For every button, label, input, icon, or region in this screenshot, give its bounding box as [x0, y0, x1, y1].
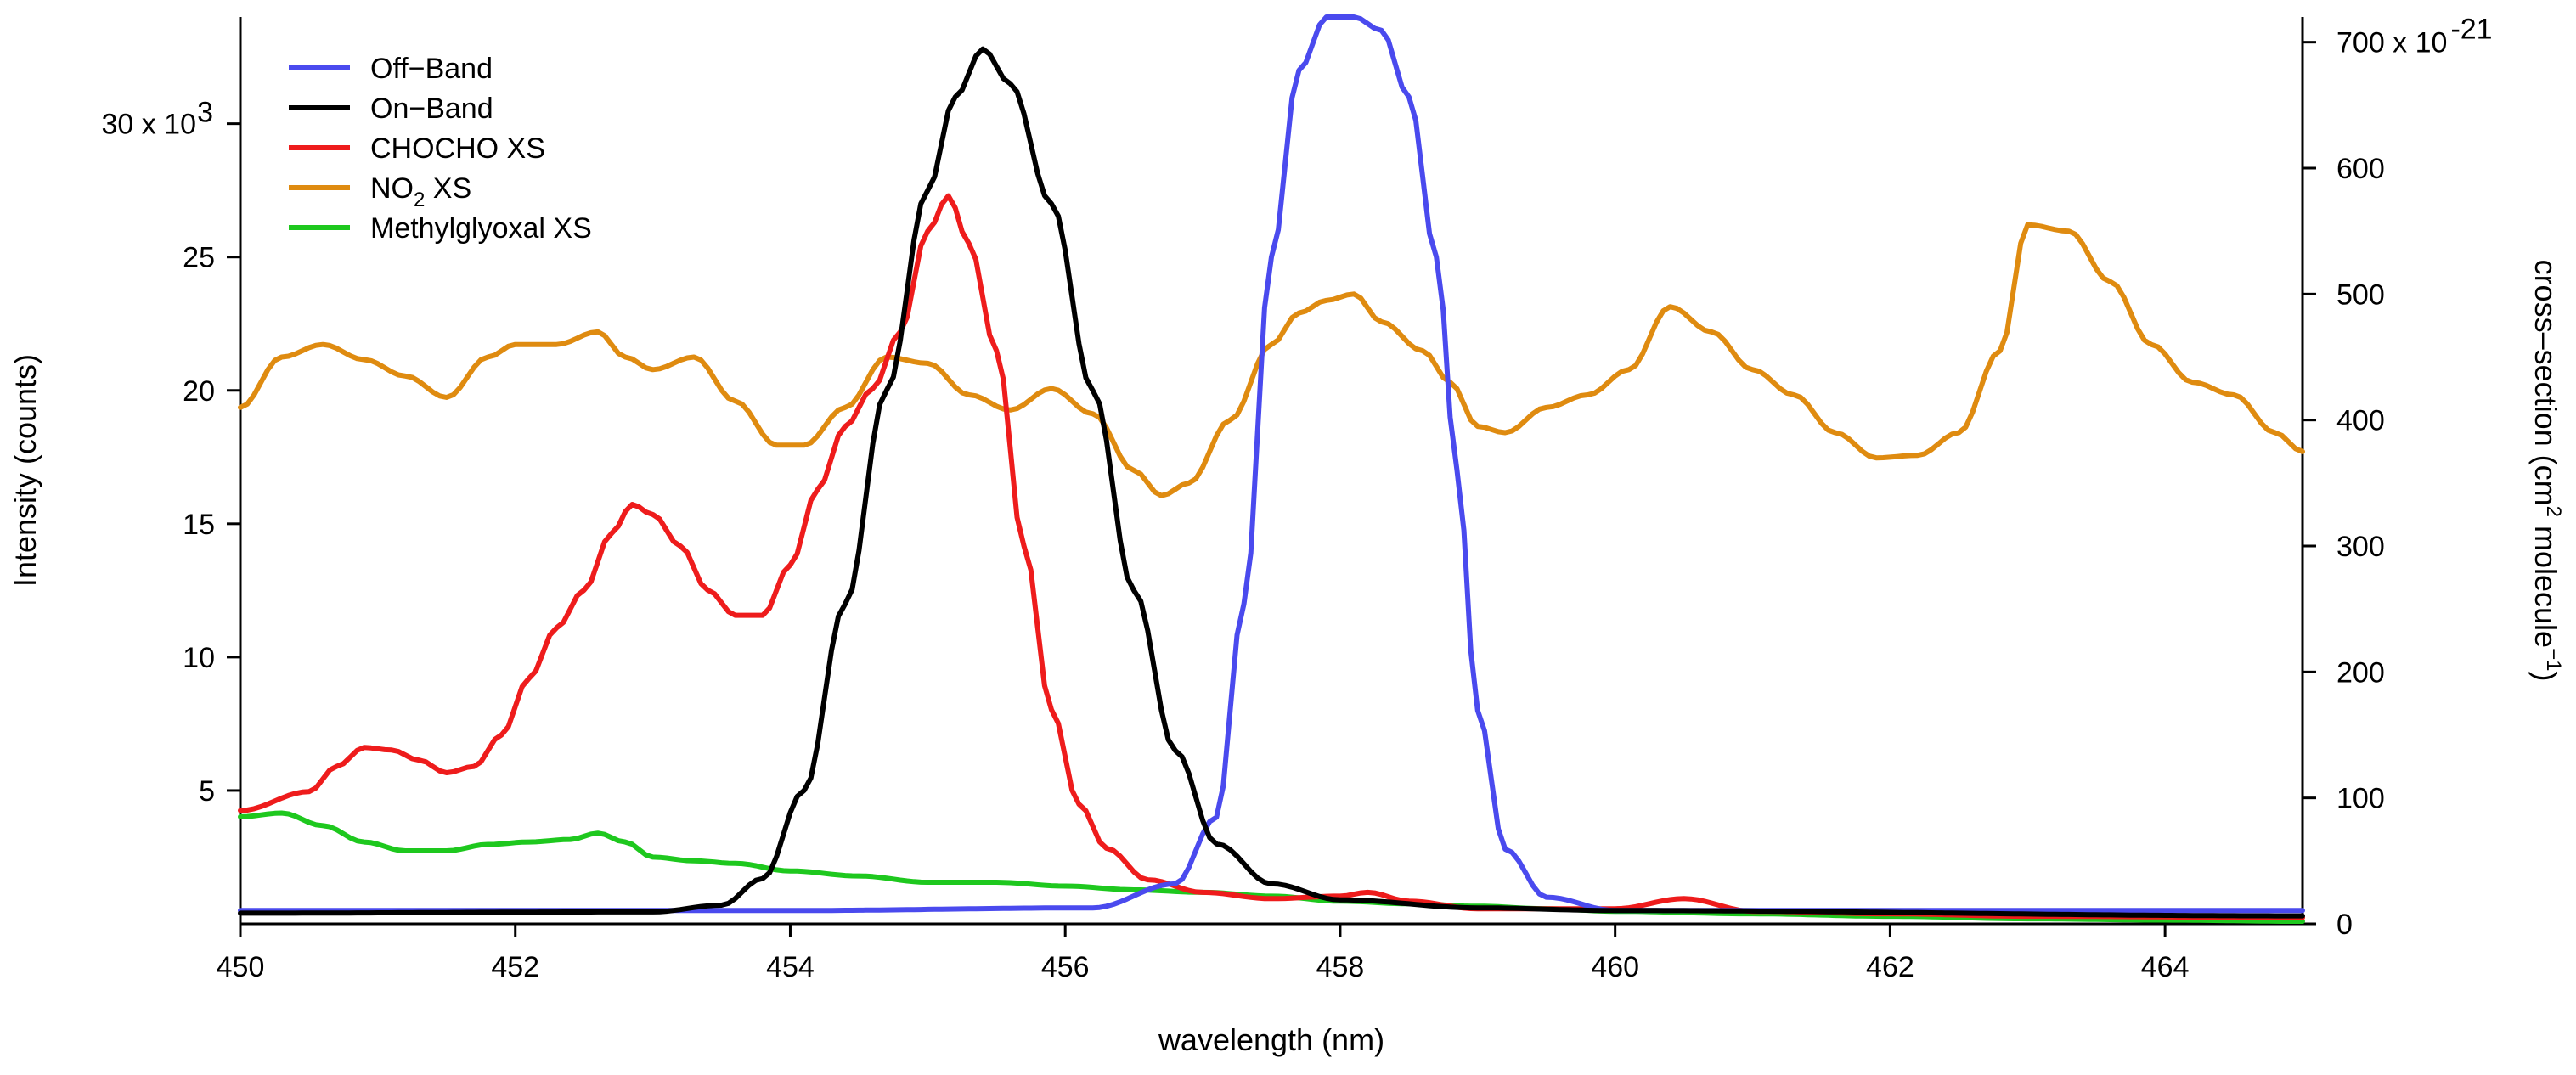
y2-title-sup1: 2 — [2542, 506, 2565, 517]
y-tick-label: 15 — [183, 509, 215, 541]
y2-title-end: ) — [2528, 671, 2563, 681]
series-line-on-band — [238, 46, 2305, 919]
y2-tick-label: 400 — [2336, 405, 2385, 437]
x-axis-title: wavelength (nm) — [1158, 1022, 1384, 1057]
y-ticks-right: 0 100 200 300 400 500 600 700 x 10 -21 — [2303, 14, 2493, 941]
y2-tick-label: 600 — [2336, 153, 2385, 185]
legend-label-methylglyoxal-xs: Methylglyoxal XS — [370, 212, 592, 245]
x-tick-label: 456 — [1041, 951, 1090, 983]
x-tick-label: 458 — [1316, 951, 1365, 983]
y2-multiplier-exponent: -21 — [2450, 14, 2492, 46]
y2-axis-title: cross–section (cm2 molecule−1) — [2528, 260, 2565, 682]
y2-tick-label: 0 — [2336, 909, 2353, 941]
y-tick-label: 30 x 10 — [101, 109, 196, 141]
x-tick-label: 462 — [1866, 951, 1914, 983]
y-tick-label: 10 — [183, 642, 215, 674]
y-tick-label: 25 — [183, 242, 215, 274]
series-line-off-band — [238, 14, 2305, 914]
x-tick-label: 450 — [217, 951, 265, 983]
y-multiplier-exponent: 3 — [197, 97, 213, 129]
y2-title-mid: molecule — [2528, 517, 2563, 648]
y-ticks-left: 5 10 15 20 25 30 x 10 3 — [101, 97, 240, 808]
y2-title-sup2: −1 — [2542, 648, 2565, 671]
series-line-methylglyoxal-xs — [238, 810, 2305, 924]
legend: Off−Band On−Band CHOCHO XS NO2 XSMethylglyo… — [289, 53, 592, 245]
y2-tick-label: 700 x 10 — [2336, 27, 2447, 59]
x-tick-label: 460 — [1591, 951, 1639, 983]
x-ticks: 450 452 454 456 458 460 462 464 — [217, 924, 2190, 983]
legend-label-off-band: Off−Band — [370, 53, 493, 85]
y-axis-title: Intensity (counts) — [8, 354, 42, 587]
axes — [239, 17, 2304, 926]
x-tick-label: 464 — [2141, 951, 2190, 983]
x-tick-label: 452 — [491, 951, 539, 983]
legend-label-chocho-xs: CHOCHO XS — [370, 132, 545, 165]
y2-tick-label: 500 — [2336, 279, 2385, 311]
series-layer — [238, 14, 2305, 924]
x-tick-label: 454 — [766, 951, 815, 983]
y2-tick-label: 200 — [2336, 656, 2385, 689]
y-tick-label: 20 — [183, 375, 215, 408]
y2-tick-label: 100 — [2336, 783, 2385, 815]
legend-label-no2-xs: NO2 XS — [370, 172, 471, 211]
y2-title-main: cross–section (cm — [2528, 260, 2563, 506]
series-line-chocho-xs — [238, 193, 2305, 920]
legend-label-on-band: On−Band — [370, 93, 493, 125]
series-line-no2-xs — [238, 222, 2305, 498]
y-tick-label: 5 — [199, 775, 215, 808]
y2-tick-label: 300 — [2336, 531, 2385, 563]
